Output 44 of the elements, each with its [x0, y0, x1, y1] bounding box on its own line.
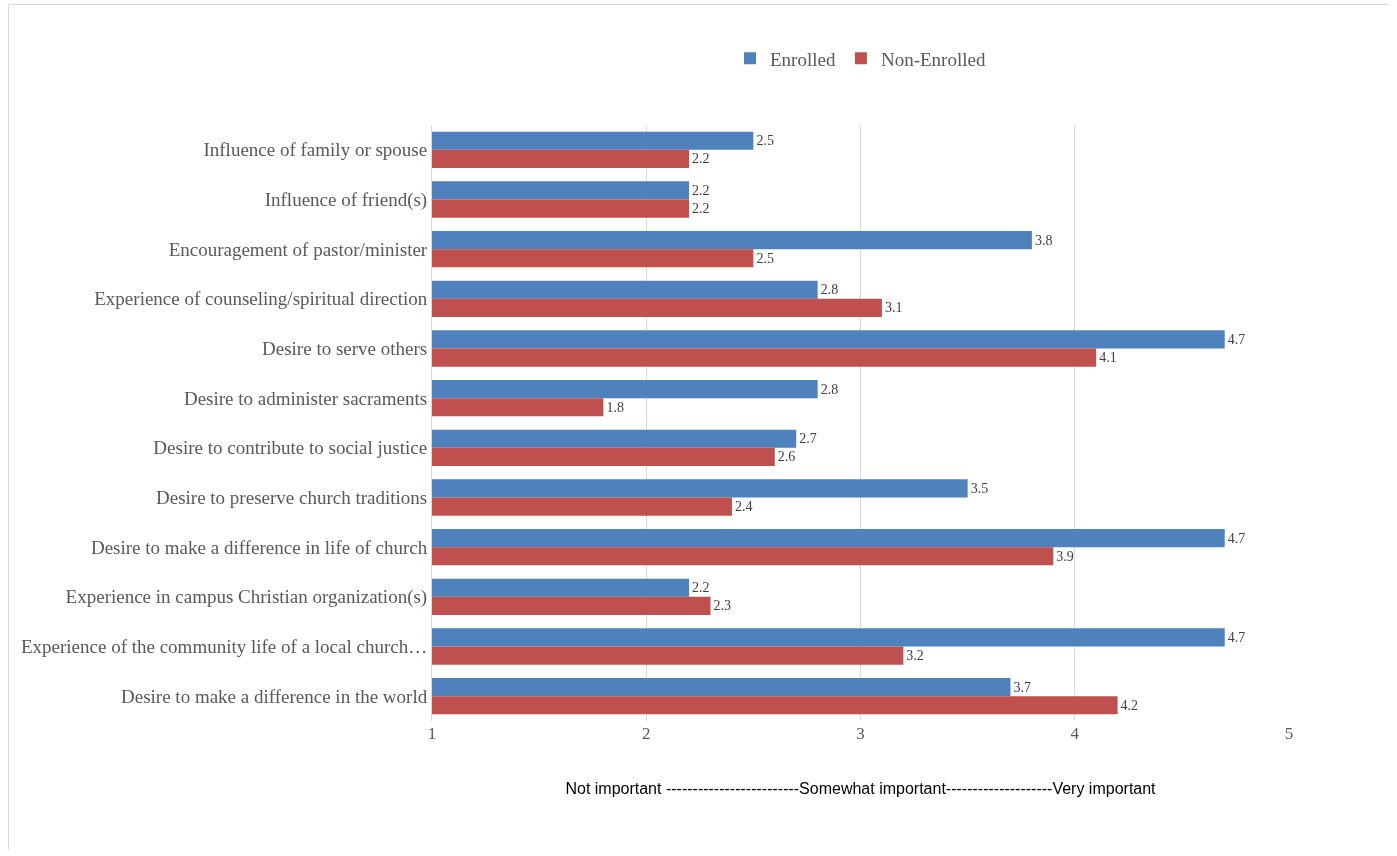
data-label: 4.7	[1227, 629, 1246, 645]
y-tick-label: Influence of friend(s)	[264, 189, 428, 212]
y-tick-label: Desire to serve others	[262, 338, 428, 360]
legend-label: Non-Enrolled	[880, 48, 986, 70]
y-tick-label: Experience of counseling/spiritual direction	[94, 288, 428, 310]
data-label: 2.8	[820, 381, 839, 397]
data-label: 4.2	[1120, 697, 1139, 713]
data-label: 2.2	[692, 201, 710, 217]
data-label: 4.1	[1099, 350, 1117, 366]
data-label: 2.2	[692, 580, 710, 596]
y-tick-label: Encouragement of pastor/minister	[168, 238, 428, 260]
y-tick-label: Desire to make a difference in the world	[121, 685, 428, 707]
x-tick-label: 2	[642, 724, 651, 743]
data-label: 3.8	[1034, 232, 1053, 248]
data-label: 2.8	[820, 282, 839, 298]
data-label: 2.4	[734, 499, 753, 515]
y-tick-label: Experience of the community life of a local church…	[20, 636, 428, 658]
y-tick-label: Influence of family or spouse	[203, 139, 428, 161]
data-label: 2.5	[756, 133, 774, 149]
data-label: 1.8	[606, 399, 624, 415]
x-axis-title: Not important -------------------------Somewhat important--------------------Very important	[565, 779, 1157, 797]
legend-label: Enrolled	[770, 48, 836, 70]
y-tick-label: Desire to administer sacraments	[183, 387, 428, 409]
data-label: 3.7	[1013, 679, 1031, 695]
y-tick-label: Desire to preserve church traditions	[156, 487, 428, 509]
y-tick-label: Desire to contribute to social justice	[153, 437, 428, 459]
data-label: 2.7	[799, 431, 817, 447]
data-label: 2.5	[756, 250, 774, 266]
data-label: 2.3	[713, 598, 732, 614]
data-label: 2.2	[692, 151, 710, 167]
y-tick-label: Experience in campus Christian organization(s)	[65, 586, 428, 609]
data-label: 4.7	[1227, 331, 1246, 347]
data-label: 4.7	[1227, 530, 1246, 546]
data-label: 2.6	[777, 449, 796, 465]
data-label: 3.5	[970, 480, 989, 496]
x-tick-label: 5	[1284, 724, 1294, 743]
x-tick-label: 3	[856, 724, 865, 743]
data-label: 3.9	[1056, 548, 1074, 564]
x-tick-label: 1	[427, 724, 437, 743]
y-tick-label: Desire to make a difference in life of church	[90, 536, 428, 558]
x-tick-label: 4	[1070, 724, 1080, 743]
data-label: 2.2	[692, 182, 710, 198]
data-label: 3.2	[906, 648, 924, 664]
data-label: 3.1	[884, 300, 903, 316]
